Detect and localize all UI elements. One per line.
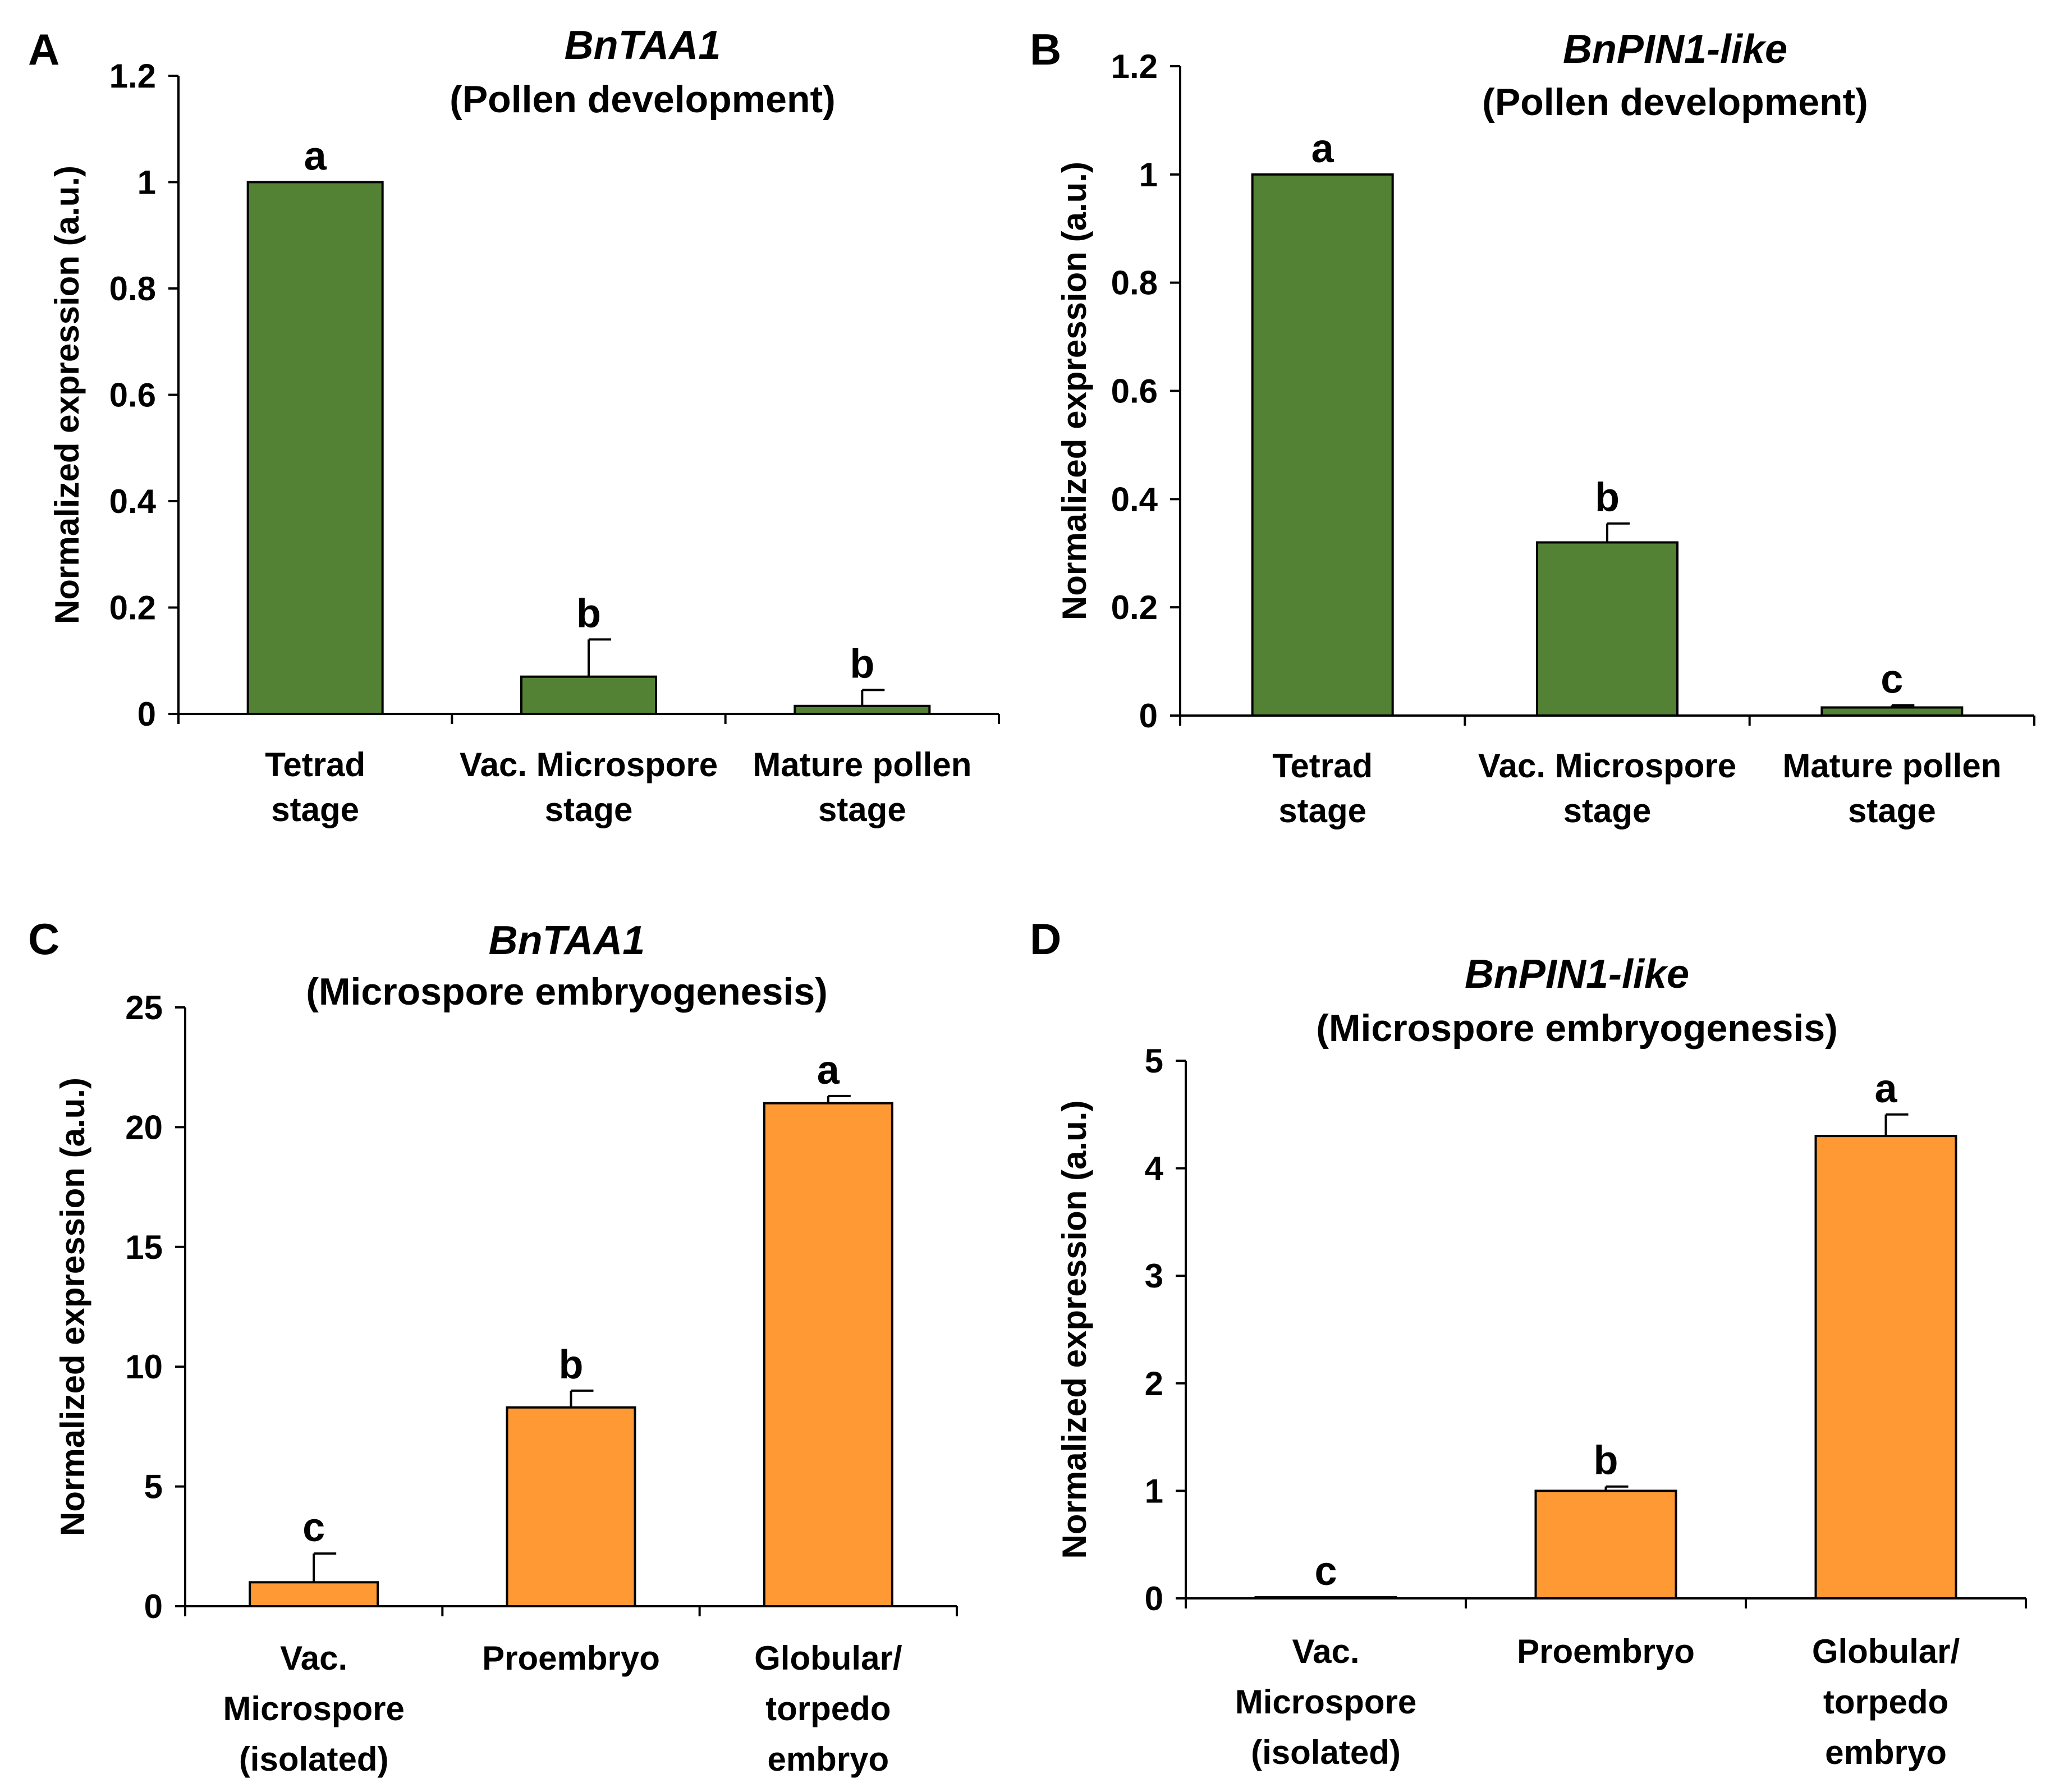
significance-letter-1: b bbox=[576, 591, 601, 636]
chart-title: BnTAA1 bbox=[489, 918, 645, 963]
y-tick-label: 0.2 bbox=[1111, 589, 1158, 626]
y-tick-label: 1 bbox=[1145, 1472, 1163, 1510]
x-tick-label-1: stage bbox=[1563, 792, 1652, 829]
significance-letter-1: b bbox=[559, 1342, 584, 1387]
significance-letter-2: b bbox=[850, 641, 874, 686]
y-axis-label: Normalized expression (a.u.) bbox=[48, 166, 86, 624]
x-tick-label-1: Vac. Microspore bbox=[1478, 747, 1736, 785]
x-tick-label-0: Tetrad bbox=[1272, 747, 1373, 785]
y-tick-label: 10 bbox=[125, 1348, 163, 1386]
x-tick-label-0: Vac. bbox=[280, 1639, 347, 1677]
y-tick-label: 4 bbox=[1145, 1150, 1164, 1188]
x-tick-label-2: Mature pollen bbox=[753, 746, 971, 783]
x-tick-label-2: torpedo bbox=[1823, 1683, 1948, 1721]
panel-b: B BnPIN1-like (Pollen development) Normaliz… bbox=[1030, 25, 2035, 829]
y-tick-label: 25 bbox=[125, 989, 163, 1026]
x-tick-label-0: Microspore bbox=[1235, 1683, 1416, 1721]
bar-0 bbox=[246, 181, 384, 715]
significance-letter-2: a bbox=[1874, 1066, 1897, 1111]
y-tick-label: 5 bbox=[144, 1468, 163, 1506]
panel-d: D BnPIN1-like (Microspore embryogenesis) No… bbox=[1030, 914, 2027, 1771]
chart-subtitle: (Pollen development) bbox=[450, 78, 836, 121]
panel-label: B bbox=[1030, 25, 1061, 74]
significance-letter-0: c bbox=[1314, 1549, 1337, 1594]
y-tick-label: 20 bbox=[125, 1108, 163, 1146]
y-tick-label: 0 bbox=[1145, 1580, 1163, 1617]
x-tick-label-1: Proembryo bbox=[1517, 1633, 1695, 1670]
x-tick-label-0: Microspore bbox=[223, 1690, 404, 1727]
x-tick-label-2: Mature pollen bbox=[1782, 747, 2001, 785]
x-tick-label-0: Tetrad bbox=[265, 746, 365, 783]
y-tick-label: 0 bbox=[1139, 697, 1158, 735]
bar-0 bbox=[249, 1581, 379, 1608]
x-tick-label-2: stage bbox=[818, 791, 906, 828]
y-tick-label: 0.6 bbox=[109, 377, 156, 414]
chart-subtitle: (Microspore embryogenesis) bbox=[306, 970, 828, 1013]
bar-0 bbox=[1254, 1596, 1397, 1599]
chart-subtitle: (Pollen development) bbox=[1482, 81, 1868, 123]
bar-2 bbox=[1820, 706, 1964, 717]
significance-letter-0: a bbox=[304, 134, 327, 179]
x-tick-label-2: embryo bbox=[767, 1740, 889, 1778]
significance-letter-2: a bbox=[817, 1048, 840, 1093]
x-tick-label-2: torpedo bbox=[765, 1690, 891, 1727]
y-tick-label: 15 bbox=[125, 1229, 163, 1266]
significance-letter-0: a bbox=[1311, 126, 1334, 171]
chart-title: BnTAA1 bbox=[565, 23, 721, 68]
significance-letter-1: b bbox=[1594, 1438, 1618, 1483]
y-tick-label: 5 bbox=[1145, 1042, 1163, 1080]
panel-label: D bbox=[1030, 914, 1061, 964]
bar-1 bbox=[506, 1406, 636, 1608]
y-tick-label: 0.4 bbox=[1111, 480, 1158, 518]
y-tick-label: 0.6 bbox=[1111, 373, 1158, 410]
bar-2 bbox=[763, 1102, 893, 1607]
chart-title: BnPIN1-like bbox=[1563, 27, 1787, 72]
x-tick-label-1: Proembryo bbox=[482, 1639, 660, 1677]
y-tick-label: 0 bbox=[144, 1588, 163, 1625]
panel-label: A bbox=[28, 25, 59, 74]
x-tick-label-0: stage bbox=[1278, 792, 1366, 829]
y-tick-label: 0.8 bbox=[109, 270, 156, 308]
x-tick-label-0: (isolated) bbox=[239, 1740, 389, 1778]
panel-a: A BnTAA1 (Pollen development) Normalized ex… bbox=[28, 23, 1000, 828]
y-tick-label: 1 bbox=[1139, 156, 1158, 194]
y-tick-label: 1.2 bbox=[1111, 48, 1158, 85]
x-tick-label-0: (isolated) bbox=[1251, 1734, 1401, 1771]
bar-0 bbox=[1251, 173, 1394, 717]
x-tick-label-0: Vac. bbox=[1292, 1633, 1359, 1670]
x-tick-label-1: Vac. Microspore bbox=[460, 746, 718, 783]
y-axis-label: Normalized expression (a.u.) bbox=[1056, 162, 1093, 620]
panel-c: C BnTAA1 (Microspore embryogenesis) Normali… bbox=[28, 914, 958, 1778]
significance-letter-0: c bbox=[302, 1505, 325, 1550]
y-tick-label: 1 bbox=[137, 164, 156, 201]
y-tick-label: 0.4 bbox=[109, 483, 157, 520]
bar-2 bbox=[1814, 1135, 1957, 1599]
panel-label: C bbox=[28, 914, 59, 964]
y-tick-label: 0.2 bbox=[109, 589, 156, 627]
significance-letter-1: b bbox=[1595, 475, 1620, 520]
y-tick-label: 2 bbox=[1145, 1365, 1163, 1403]
x-tick-label-0: stage bbox=[271, 791, 359, 828]
y-tick-label: 0.8 bbox=[1111, 264, 1158, 302]
y-tick-label: 3 bbox=[1145, 1257, 1163, 1295]
y-tick-label: 1.2 bbox=[109, 57, 156, 95]
bar-1 bbox=[1536, 541, 1678, 717]
x-tick-label-2: Globular/ bbox=[1812, 1633, 1960, 1670]
bar-2 bbox=[794, 704, 931, 715]
y-axis-label: Normalized expression (a.u.) bbox=[1056, 1101, 1093, 1559]
x-tick-label-2: embryo bbox=[1825, 1734, 1947, 1771]
chart-title: BnPIN1-like bbox=[1465, 952, 1689, 997]
y-axis-label: Normalized expression (a.u.) bbox=[54, 1078, 91, 1536]
chart-subtitle: (Microspore embryogenesis) bbox=[1316, 1007, 1838, 1049]
y-tick-label: 0 bbox=[137, 695, 156, 733]
significance-letter-2: c bbox=[1881, 657, 1903, 702]
x-tick-label-1: stage bbox=[545, 791, 633, 828]
x-tick-label-2: stage bbox=[1848, 792, 1936, 829]
x-tick-label-2: Globular/ bbox=[754, 1639, 902, 1677]
bar-1 bbox=[1534, 1489, 1677, 1599]
bar-1 bbox=[520, 675, 657, 716]
